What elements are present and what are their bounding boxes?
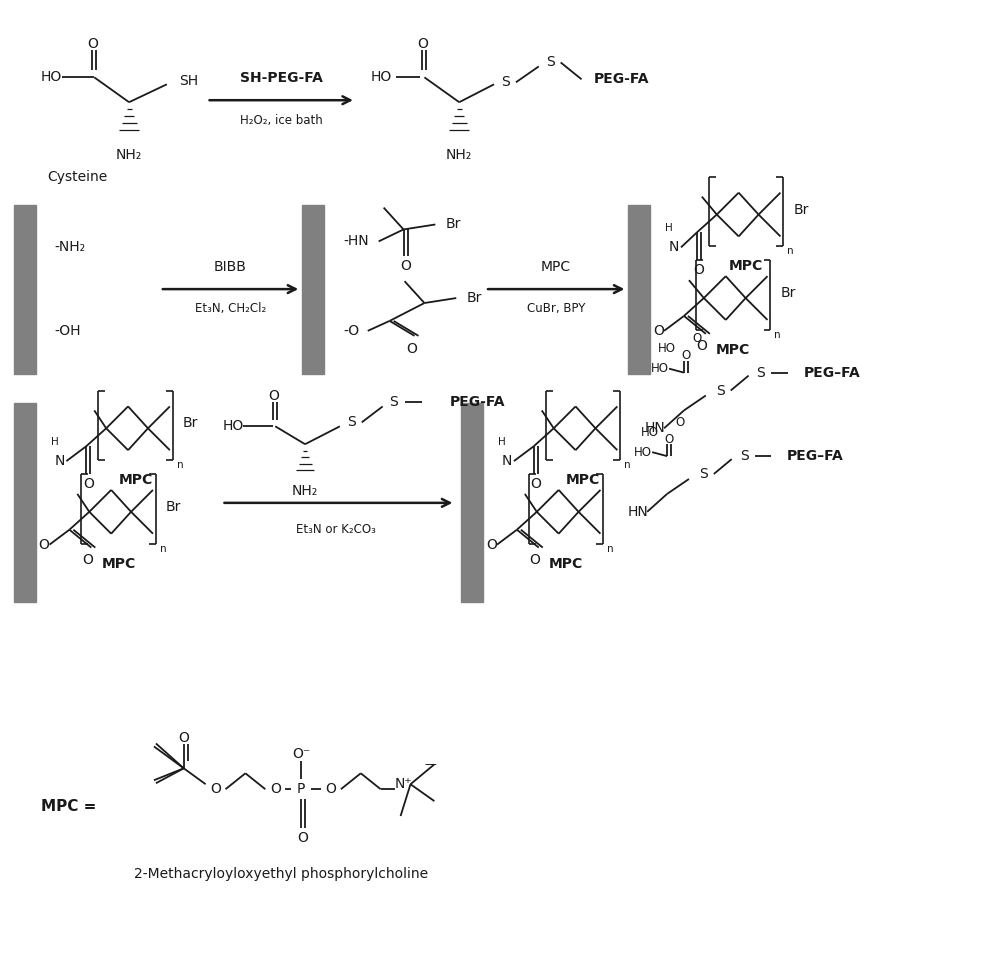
Text: S: S [699,468,708,481]
Text: PEG-FA: PEG-FA [449,396,505,409]
Text: S: S [716,383,725,398]
Text: n: n [177,460,183,470]
Text: HN: HN [627,505,648,519]
Text: H₂O₂, ice bath: H₂O₂, ice bath [240,114,323,126]
Text: HO: HO [634,445,652,459]
Text: O: O [530,477,541,490]
Text: O: O [87,36,98,51]
Bar [461,403,483,603]
Text: H: H [665,223,673,234]
Text: O: O [653,324,664,338]
Text: O: O [400,260,411,273]
Text: O: O [696,339,707,353]
Text: S: S [501,76,510,89]
Text: NH₂: NH₂ [116,148,142,162]
Text: MPC: MPC [566,473,600,487]
Text: HO: HO [222,420,243,433]
Text: CuBr, BPY: CuBr, BPY [527,303,585,315]
Text: O: O [298,831,309,845]
Text: —: — [424,758,436,771]
Text: Et₃N or K₂CO₃: Et₃N or K₂CO₃ [296,523,376,536]
Text: N⁺: N⁺ [395,777,412,791]
Text: MPC: MPC [102,557,136,571]
Text: -O: -O [343,324,359,338]
Text: HO: HO [641,425,659,439]
Text: S: S [740,449,748,463]
Text: Br: Br [183,417,198,430]
Text: H: H [51,437,58,447]
Text: O: O [270,782,281,796]
Text: O: O [664,433,674,445]
Text: N: N [54,454,65,468]
Text: S: S [546,56,554,69]
Text: SH: SH [179,75,198,88]
Text: O: O [326,782,336,796]
Text: SH-PEG-FA: SH-PEG-FA [240,71,323,85]
Text: -HN: -HN [343,235,369,248]
Text: MPC: MPC [716,343,750,356]
Text: HO: HO [41,70,62,84]
Text: Br: Br [166,500,181,513]
Text: MPC: MPC [549,557,583,571]
Text: Br: Br [445,217,461,232]
Bar [628,205,650,374]
Text: O: O [268,390,279,403]
Text: HO: HO [658,342,676,355]
Text: Br: Br [780,286,796,300]
Text: -NH₂: -NH₂ [54,240,86,255]
Text: MPC: MPC [729,260,763,273]
Text: n: n [787,246,794,257]
Text: N: N [669,240,679,255]
Text: Br: Br [466,291,482,305]
Text: PEG-FA: PEG-FA [593,73,649,86]
Text: MPC: MPC [541,261,571,274]
Text: O: O [692,332,701,345]
Text: 2-Methacryloyloxyethyl phosphorylcholine: 2-Methacryloyloxyethyl phosphorylcholine [134,867,428,880]
Text: O: O [83,477,94,490]
Text: O: O [681,350,691,362]
Text: n: n [160,543,167,554]
Text: HO: HO [651,362,669,376]
Text: MPC =: MPC = [41,799,96,813]
Text: O: O [675,416,684,429]
Text: S: S [347,416,356,429]
Text: PEG–FA: PEG–FA [803,366,860,379]
Text: PEG–FA: PEG–FA [786,449,843,463]
Text: S: S [390,396,398,409]
Text: Br: Br [793,202,809,217]
Text: O: O [486,537,497,552]
Text: O: O [39,537,50,552]
Text: HN: HN [644,422,665,435]
Text: n: n [607,543,614,554]
Text: HO: HO [371,70,392,84]
Text: NH₂: NH₂ [446,148,472,162]
Bar [14,205,36,374]
Text: N: N [502,454,512,468]
Text: O: O [178,732,189,745]
Text: -OH: -OH [54,324,81,338]
Text: O: O [529,553,540,566]
Text: O: O [82,553,93,566]
Text: Et₃N, CH₂Cl₂: Et₃N, CH₂Cl₂ [195,303,266,315]
Text: O: O [210,782,221,796]
Text: O: O [693,263,704,277]
Text: H: H [498,437,506,447]
Text: Cysteine: Cysteine [47,170,107,184]
Text: O: O [417,36,428,51]
Text: NH₂: NH₂ [292,484,318,498]
Text: O: O [406,342,417,355]
Text: n: n [624,460,631,470]
Text: O⁻: O⁻ [292,747,310,762]
Bar [14,403,36,603]
Text: n: n [774,330,781,340]
Text: MPC: MPC [118,473,153,487]
Text: S: S [757,366,765,379]
Text: P: P [297,782,305,796]
Bar [302,205,324,374]
Text: BIBB: BIBB [214,261,247,274]
